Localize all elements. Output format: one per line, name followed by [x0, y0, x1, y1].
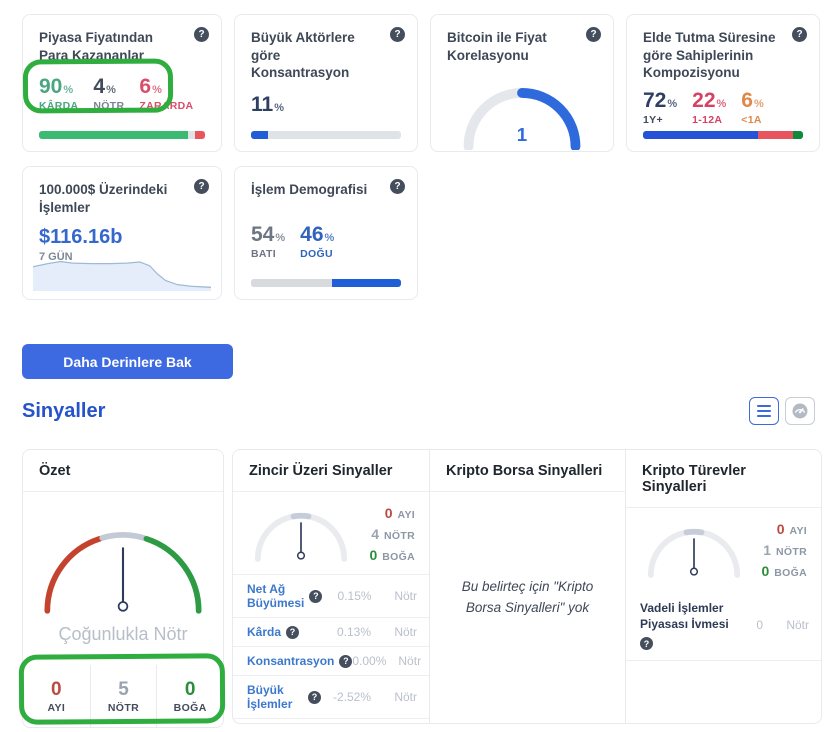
large-txs-trend-chart — [32, 251, 212, 291]
summary-title: Özet — [23, 450, 223, 492]
card-title: Bitcoin ile Fiyat Korelasyonu — [447, 30, 547, 63]
stat-lt-1y: 6% <1A — [741, 88, 764, 126]
stat-1-12m: 22% 1-12A — [692, 88, 727, 126]
gauge-icon — [792, 403, 808, 419]
summary-card: Özet Çoğunlukla Nötr 0 AYI 5 NÖTR — [18, 449, 226, 728]
onchain-title: Zincir Üzeri Sinyaller — [233, 450, 429, 492]
card-title: 100.000$ Üzerindeki İşlemler — [39, 182, 168, 215]
gauge-view-toggle[interactable] — [785, 397, 815, 425]
help-icon[interactable]: ? — [390, 179, 405, 194]
summary-gauge-label: Çoğunlukla Nötr — [58, 624, 188, 644]
summary-stat-bull: 0 BOĞA — [156, 665, 223, 727]
list-icon — [757, 404, 771, 418]
card-transaction-demography: İşlem Demografisi ? 54% BATI 46% DOĞU — [234, 166, 418, 300]
card-holders-composition: Elde Tutma Süresine göre Sahiplerinin Ko… — [626, 14, 820, 152]
stat-west: 54% BATI — [251, 222, 286, 260]
derivatives-stats: 0 AYI 1 NÖTR 0 BOĞA — [761, 521, 807, 579]
card-large-transactions: 100.000$ Üzerindeki İşlemler ? $116.16b … — [22, 166, 222, 300]
overview-cards-row-1: Piyasa Fiyatından Para Kazananlar ? 90% … — [22, 14, 822, 152]
stat-zararda: 6% ZARARDA — [139, 75, 194, 113]
help-icon[interactable]: ? — [309, 589, 323, 603]
large-txs-value: $116.16b — [39, 226, 123, 249]
help-icon[interactable]: ? — [194, 27, 209, 42]
summary-stat-bear: 0 AYI — [47, 678, 66, 714]
stat-notr: 4% NÖTR — [93, 75, 125, 113]
card-title: Büyük Aktörlere göre Konsantrasyon — [251, 30, 355, 81]
in-money-bar — [39, 131, 205, 139]
stat-karda: 90% KÂRDA — [39, 75, 79, 113]
summary-gauge — [23, 518, 223, 620]
large-txs-period: 7 GÜN — [39, 251, 73, 264]
list-view-toggle[interactable] — [749, 397, 779, 425]
card-title: Piyasa Fiyatından Para Kazananlar — [39, 30, 154, 63]
help-icon[interactable]: ? — [390, 27, 405, 42]
holders-bar — [643, 131, 803, 139]
derivatives-gauge — [647, 528, 741, 578]
card-price-correlation: Bitcoin ile Fiyat Korelasyonu ? 1 — [430, 14, 614, 152]
help-icon[interactable]: ? — [194, 179, 209, 194]
exchange-title: Kripto Borsa Sinyalleri — [430, 450, 625, 492]
derivatives-gauge-block: 0 AYI 1 NÖTR 0 BOĞA — [626, 508, 821, 584]
in-money-stats: 90% KÂRDA 4% NÖTR 6% ZARARDA — [39, 75, 205, 112]
signals-header: Sinyaller — [22, 397, 822, 425]
signals-section: Özet Çoğunlukla Nötr 0 AYI 5 NÖTR — [18, 449, 822, 728]
card-title: Elde Tutma Süresine göre Sahiplerinin Ko… — [643, 30, 776, 81]
derivatives-title: Kripto Türevler Sinyalleri — [626, 450, 821, 508]
overview-cards-row-2: 100.000$ Üzerindeki İşlemler ? $116.16b … — [22, 166, 822, 300]
signals-heading: Sinyaller — [22, 399, 106, 422]
signal-row-futures-momentum: Vadeli İşlemler Piyasası İvmesi? 0 Nötr — [626, 590, 821, 662]
stat-concentration: 11% — [251, 92, 284, 116]
onchain-gauge — [254, 512, 348, 562]
help-icon[interactable]: ? — [586, 27, 601, 42]
signal-columns-card: Zincir Üzeri Sinyaller 0 AYI 4 NÖTR 0 BOĞA — [232, 449, 822, 724]
signal-row-in-money: Kârda? 0.13% Nötr — [233, 617, 429, 646]
view-toggles — [749, 397, 815, 425]
card-title: İşlem Demografisi — [251, 182, 368, 197]
signal-row-net-growth: Net Ağ Büyümesi? 0.15% Nötr — [233, 574, 429, 617]
onchain-gauge-block: 0 AYI 4 NÖTR 0 BOĞA — [233, 492, 429, 568]
card-concentration: Büyük Aktörlere göre Konsantrasyon ? 11% — [234, 14, 418, 152]
correlation-value: 1 — [517, 124, 527, 145]
signal-row-large-txs: Büyük İşlemler? -2.52% Nötr — [233, 675, 429, 718]
large-txs-trend-area — [33, 261, 211, 291]
help-icon[interactable]: ? — [339, 654, 353, 668]
onchain-signals-column: Zincir Üzeri Sinyaller 0 AYI 4 NÖTR 0 BOĞA — [233, 450, 429, 723]
summary-stat-neutral: 5 NÖTR — [89, 665, 157, 727]
help-icon[interactable]: ? — [792, 27, 807, 42]
summary-stats: 0 AYI 5 NÖTR 0 BOĞA — [23, 665, 223, 727]
dive-deeper-button[interactable]: Daha Derinlere Bak — [22, 344, 233, 379]
onchain-stats: 0 AYI 4 NÖTR 0 BOĞA — [369, 505, 415, 563]
help-icon[interactable]: ? — [286, 625, 300, 639]
exchange-empty-state: Bu belirteç için "Kripto Borsa Sinyaller… — [430, 492, 625, 723]
help-icon[interactable]: ? — [308, 690, 321, 704]
onchain-rows: Net Ağ Büyümesi? 0.15% Nötr Kârda? 0.13%… — [233, 574, 429, 719]
card-in-the-money: Piyasa Fiyatından Para Kazananlar ? 90% … — [22, 14, 222, 152]
correlation-gauge: 1 — [447, 68, 597, 151]
concentration-bar — [251, 131, 401, 139]
exchange-signals-column: Kripto Borsa Sinyalleri Bu belirteç için… — [429, 450, 625, 723]
demography-bar — [251, 279, 401, 287]
help-icon[interactable]: ? — [640, 637, 653, 651]
stat-1y-plus: 72% 1Y+ — [643, 88, 678, 126]
large-txs-trend-line — [32, 260, 212, 288]
stat-east: 46% DOĞU — [300, 222, 335, 260]
derivatives-rows: Vadeli İşlemler Piyasası İvmesi? 0 Nötr — [626, 590, 821, 662]
signal-row-concentration: Konsantrasyon? 0.00% Nötr — [233, 646, 429, 675]
exchange-empty-message: Bu belirteç için "Kripto Borsa Sinyaller… — [461, 579, 594, 615]
